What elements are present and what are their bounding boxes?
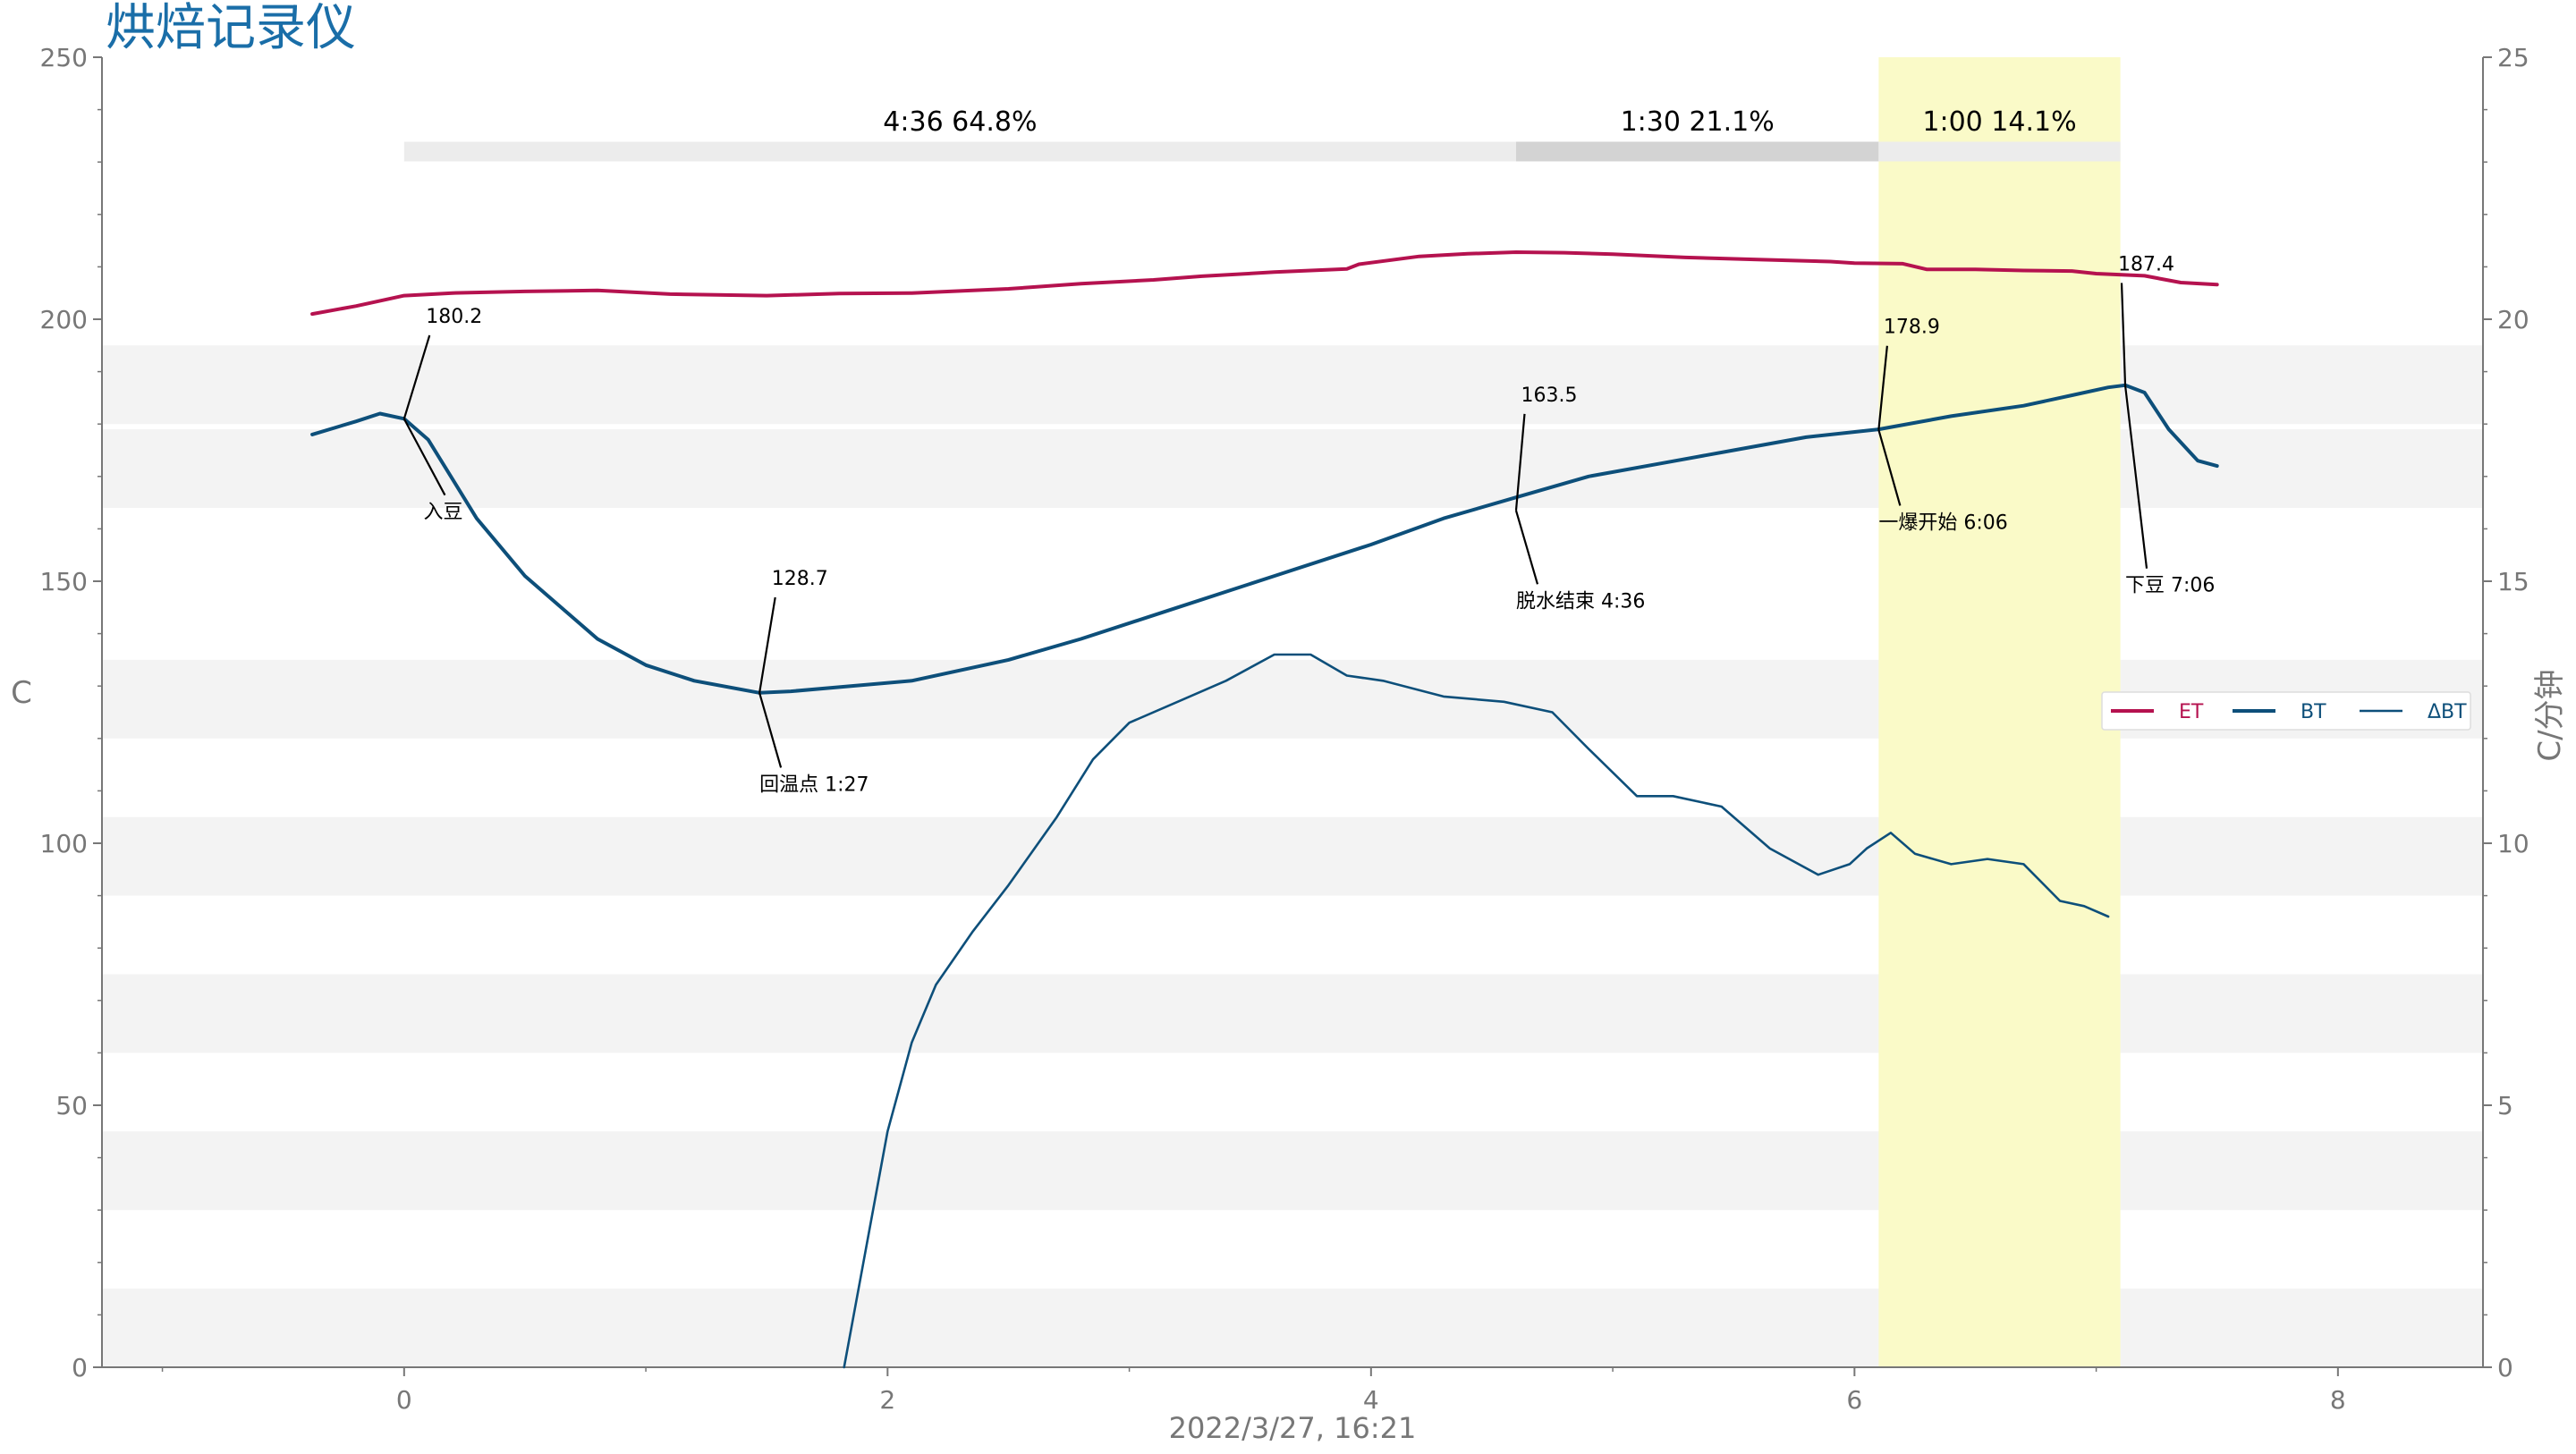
annotation-leader-event-1 [758,692,783,768]
y2-tick-label-15: 15 [2497,567,2529,596]
y-axis-label: C [11,675,32,711]
y2-tick-label-10: 10 [2497,829,2529,858]
y2-tick-label-25: 25 [2497,43,2529,72]
grey-band-3 [102,816,2483,896]
x-axis-label: 2022/3/27, 16:21 [1169,1411,1417,1445]
grey-band-1 [102,1131,2483,1211]
grey-band-0 [102,1289,2483,1367]
annotation-leader-event-4 [2123,385,2148,569]
x-tick-label-6: 6 [1846,1385,1862,1415]
grey-band-2 [102,974,2483,1053]
annotation-leader-event-3 [1877,429,1902,506]
y-tick-label-0: 0 [72,1353,88,1382]
x-tick-label-2: 2 [879,1385,895,1415]
phase-bar-0 [403,141,1516,162]
annotation-value-0: 180.2 [426,306,482,328]
annotation-event-2: 脱水结束 4:36 [1516,590,1645,613]
annotation-value-1: 128.7 [772,568,828,590]
legend: ET BT ΔBT [2101,691,2471,731]
x-tick-label-8: 8 [2330,1385,2346,1415]
chart-title: 烘焙记录仪 [106,0,356,57]
series-line-BT [310,383,2219,695]
annotation-leader-value-0 [402,334,431,419]
grey-bands [102,345,2483,1367]
legend-label-0: ET [2179,701,2204,723]
y2-tick-label-20: 20 [2497,305,2529,334]
phase-label-0: 4:36 64.8% [883,106,1037,138]
series-lines [310,250,2219,1369]
y-tick-label-150: 150 [40,567,88,596]
annotation-event-0: 入豆 [423,502,462,524]
phase-bar-1 [1515,141,1879,162]
annotation-leader-value-4 [2120,283,2127,385]
legend-label-2: ΔBT [2428,701,2467,723]
y-tick-label-100: 100 [40,829,88,858]
legend-label-1: BT [2301,701,2326,723]
annotation-leader-event-0 [402,418,446,496]
phase-highlight [1878,57,2121,1367]
annotation-event-1: 回温点 1:27 [759,773,869,796]
phase-bar-2 [1878,141,2121,162]
y2-tick-label-5: 5 [2497,1091,2513,1120]
y-tick-label-200: 200 [40,305,88,334]
y2-axis-label: C/分钟 [2532,669,2568,761]
annotation-leader-value-3 [1877,345,1888,430]
annotation-leader-value-1 [758,596,776,693]
phase-label-2: 1:00 14.1% [1922,106,2076,138]
y-tick-label-50: 50 [55,1091,88,1120]
annotation-event-3: 一爆开始 6:06 [1878,511,2007,534]
x-tick-label-4: 4 [1363,1385,1379,1415]
x-tick-label-0: 0 [396,1385,412,1415]
series-line-ET [310,250,2219,317]
annotation-leader-event-2 [1514,510,1539,585]
y-tick-label-250: 250 [40,43,88,72]
legend-box [2101,691,2471,731]
y2-tick-label-0: 0 [2497,1353,2513,1382]
grey-band-5 [102,429,2483,508]
annotation-value-3: 178.9 [1884,317,1940,339]
annotation-leader-value-2 [1514,413,1526,511]
annotation-event-4: 下豆 7:06 [2125,575,2215,597]
annotations: 180.2 入豆 128.7 回温点 1:27 163.5 脱水结束 4:36 178.9 一… [402,253,2215,796]
series-line-ΔBT [843,653,2110,1369]
phase-label-1: 1:30 21.1% [1621,106,1775,138]
annotation-value-4: 187.4 [2118,253,2174,275]
phase-bars: 4:36 64.8% 1:30 21.1% 1:00 14.1% [403,106,2121,162]
annotation-value-2: 163.5 [1521,385,1577,407]
